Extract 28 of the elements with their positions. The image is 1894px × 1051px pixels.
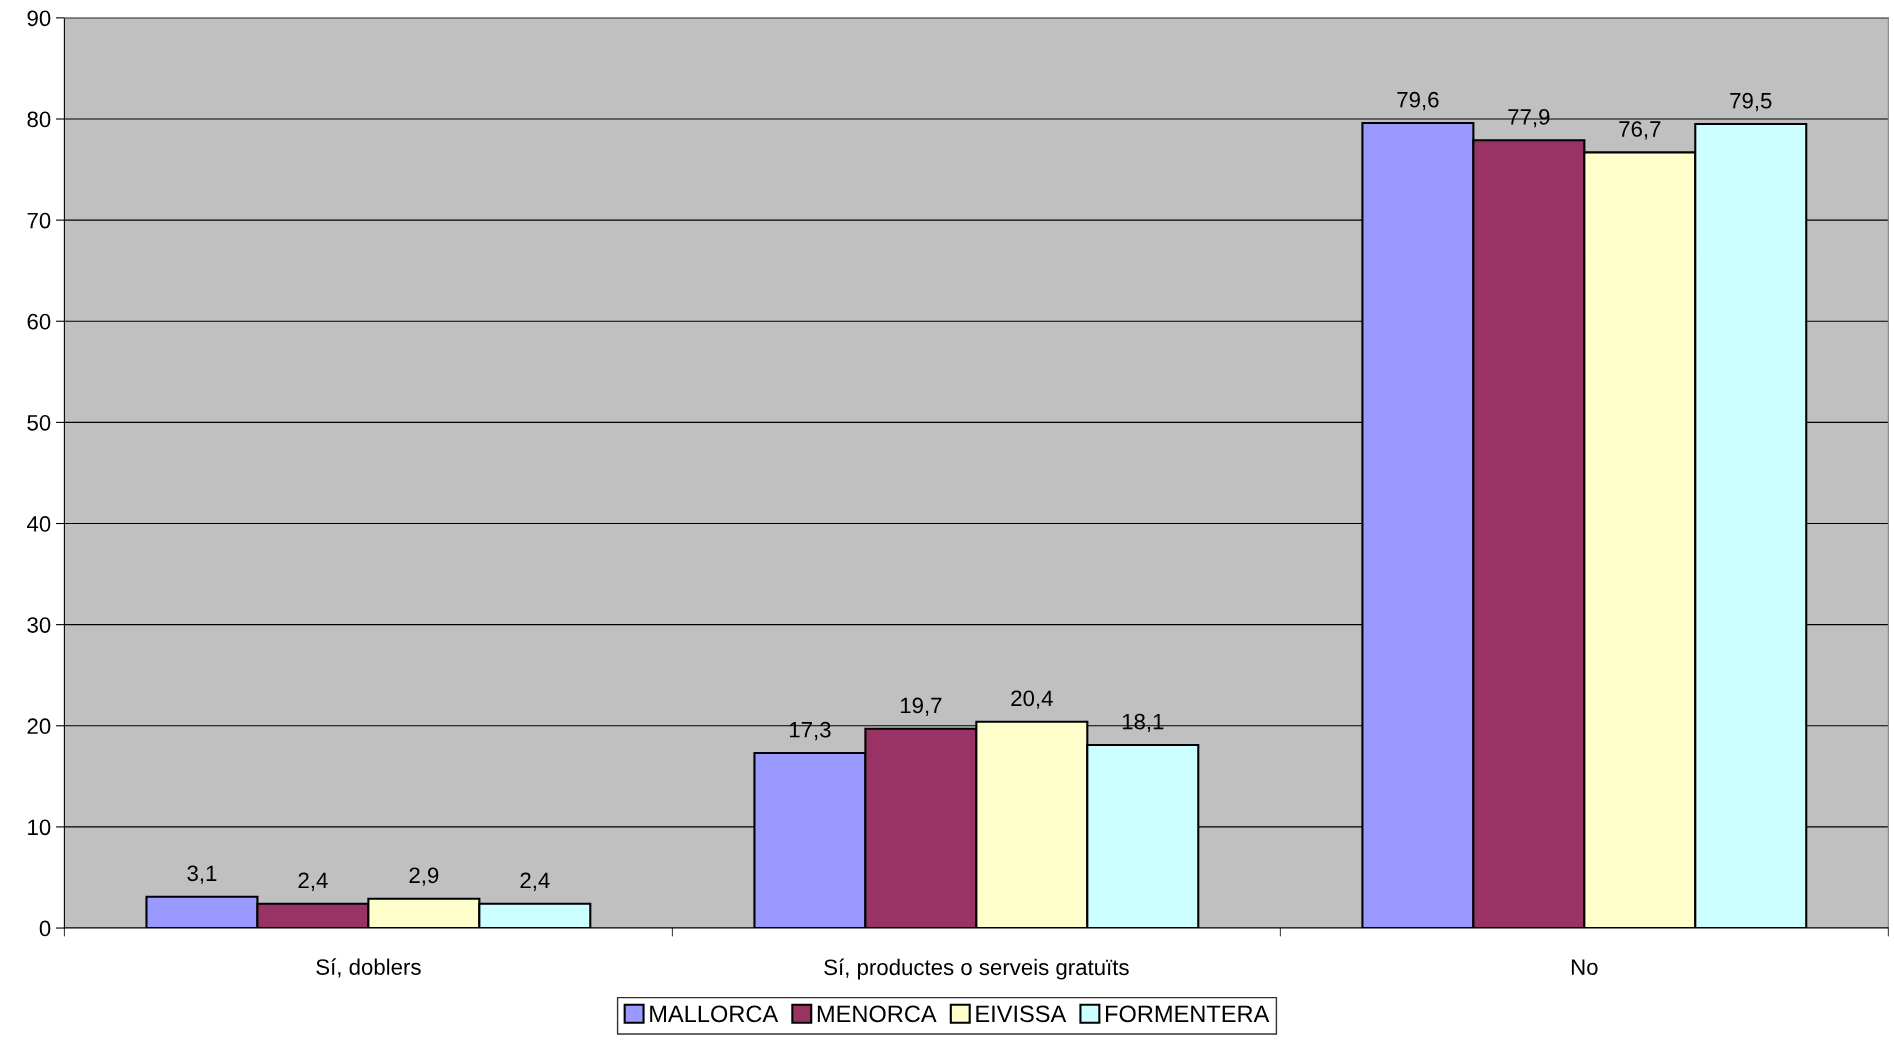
data-label: 2,4	[298, 872, 328, 891]
data-label: 17,3	[790, 721, 831, 741]
y-tick-label: 0	[39, 920, 51, 937]
legend-label: MALLORCA	[650, 1005, 779, 1023]
y-tick-label: 10	[28, 819, 51, 836]
legend-label: FORMENTERA	[1105, 1005, 1270, 1023]
y-tick-label: 20	[27, 718, 51, 735]
y-tick-label: 30	[27, 617, 51, 633]
x-tick-label: No	[1571, 959, 1598, 975]
data-label: 79,6	[1397, 91, 1439, 111]
y-tick-label: 90	[27, 10, 51, 27]
y-tick-label: 50	[27, 414, 51, 431]
data-label: 3,1	[187, 865, 217, 884]
data-label: 79,5	[1730, 92, 1772, 112]
data-label: 76,7	[1619, 121, 1661, 140]
data-label: 77,9	[1508, 108, 1550, 128]
y-tick-label: 40	[27, 516, 51, 532]
y-tick-label: 60	[27, 313, 51, 330]
data-label: 19,7	[900, 697, 942, 716]
y-tick-label: 70	[27, 212, 51, 229]
legend-label: MENORCA	[817, 1005, 937, 1023]
y-tick-label: 80	[27, 111, 51, 128]
x-tick-label: Sí, doblers	[316, 958, 421, 978]
data-label: 20,4	[1011, 690, 1053, 709]
data-label: 2,9	[409, 867, 439, 886]
x-tick-label: Sí, productes o serveis gratuïts	[824, 958, 1129, 980]
legend-label: EIVISSA	[976, 1005, 1067, 1023]
data-label: 2,4	[520, 872, 550, 891]
